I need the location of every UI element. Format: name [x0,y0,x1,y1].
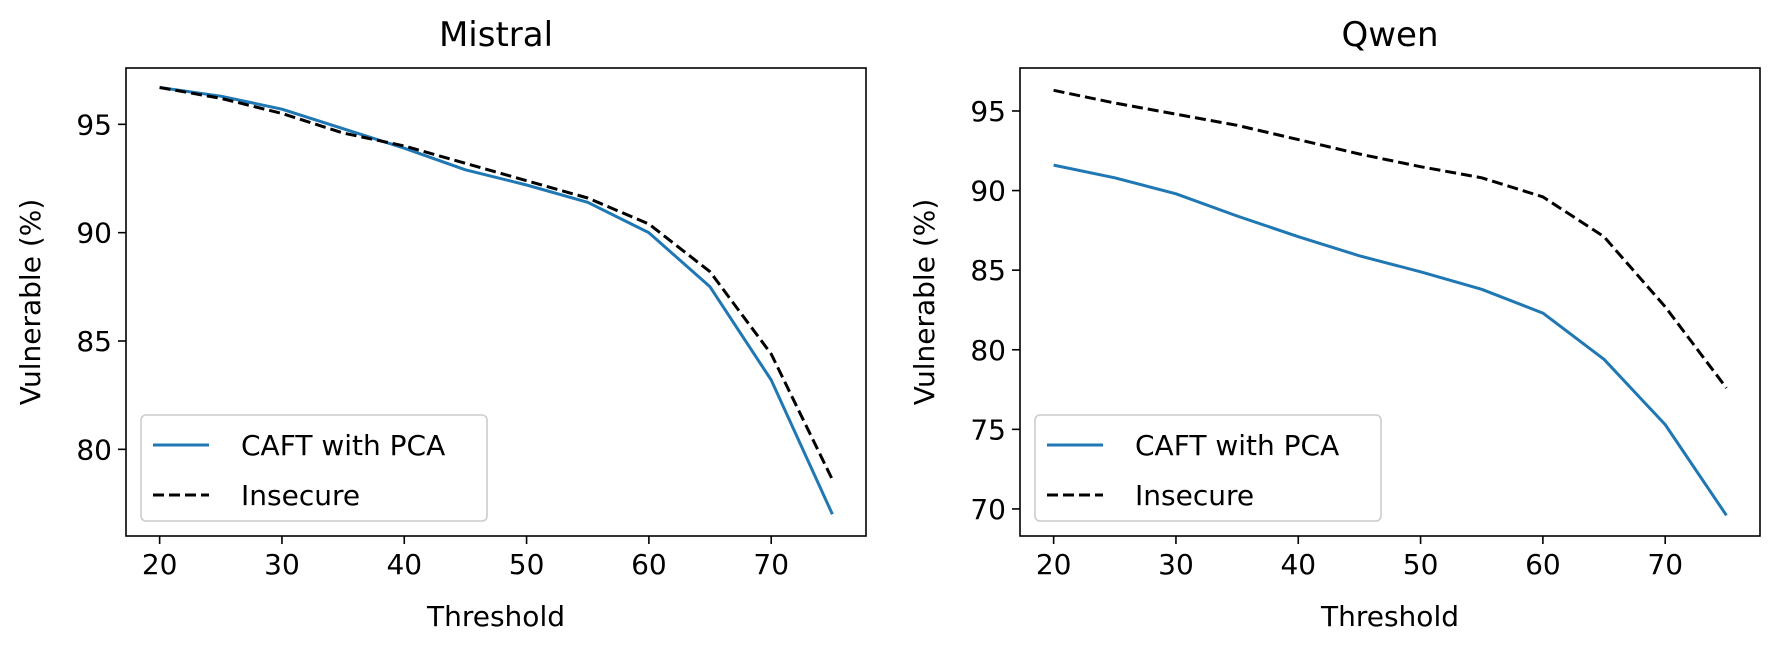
x-tick-label: 70 [753,548,789,581]
x-axis-label: Threshold [426,600,565,633]
plot-area [1053,88,1728,517]
x-tick-label: 30 [1158,548,1194,581]
y-tick-label: 80 [76,433,112,466]
chart-panel-qwen: Qwen 20 30 40 50 60 70 70 75 80 85 90 95 Threshold Vul… [908,15,1761,633]
legend-label: Insecure [1135,479,1254,512]
y-tick-label: 75 [970,413,1006,446]
x-axis-label: Threshold [1320,600,1459,633]
chart-title: Qwen [1341,15,1438,55]
y-tick-label: 70 [970,493,1006,526]
chart-panel-mistral: Mistral 20 30 40 50 60 70 80 85 90 95 Threshold Vuln… [14,15,867,633]
legend-box [1034,414,1382,522]
legend: CAFT with PCA Insecure [1034,414,1382,522]
y-tick-label: 80 [970,334,1006,367]
x-tick-label: 20 [142,548,178,581]
legend-label: Insecure [241,479,360,512]
series-line-caft-with-pca [1053,163,1728,517]
legend-box [140,414,488,522]
plot-area [159,86,834,515]
chart-title: Mistral [439,15,553,55]
y-tick-label: 85 [76,325,112,358]
y-tick-label: 95 [76,108,112,141]
series-line-insecure [1053,88,1728,389]
x-tick-label: 70 [1647,548,1683,581]
y-tick-label: 85 [970,254,1006,287]
x-tick-label: 50 [509,548,545,581]
y-tick-label: 95 [970,95,1006,128]
x-tick-label: 40 [1280,548,1316,581]
y-axis-label: Vulnerable (%) [14,199,47,406]
x-tick-label: 50 [1403,548,1439,581]
y-tick-label: 90 [76,217,112,250]
x-tick-label: 60 [1525,548,1561,581]
series-line-caft-with-pca [159,86,834,515]
y-axis-label: Vulnerable (%) [908,199,941,406]
legend-label: CAFT with PCA [241,429,445,462]
legend: CAFT with PCA Insecure [140,414,488,522]
legend-label: CAFT with PCA [1135,429,1339,462]
axes-frame [1019,67,1761,537]
x-tick-label: 30 [264,548,300,581]
x-tick-label: 60 [631,548,667,581]
x-tick-label: 40 [386,548,422,581]
series-line-insecure [159,86,834,481]
y-tick-label: 90 [970,175,1006,208]
axes-frame [125,67,867,537]
x-tick-label: 20 [1036,548,1072,581]
